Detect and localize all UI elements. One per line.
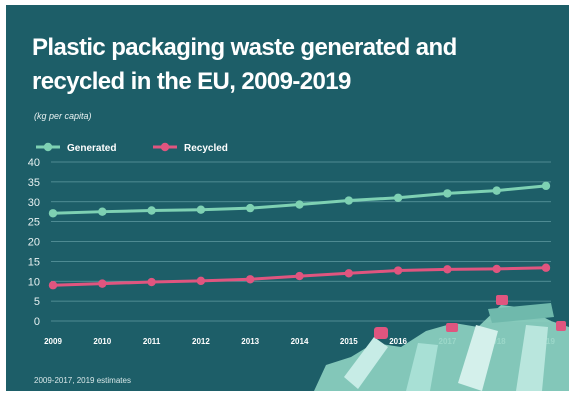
footnote: 2009-2017, 2019 estimates	[34, 376, 131, 385]
data-point	[443, 189, 452, 198]
gridlines	[51, 161, 551, 322]
crushed-plastic-illustration	[314, 305, 569, 391]
x-tick-label: 2010	[93, 337, 111, 346]
y-tick-label: 10	[28, 276, 40, 288]
legend: Generated Recycled	[36, 142, 228, 154]
data-point	[98, 207, 107, 216]
data-point	[196, 276, 206, 286]
y-tick-label: 0	[34, 316, 40, 328]
x-tick-label: 2013	[241, 337, 259, 346]
y-axis-ticks: 0 5 10 15 20 25 30 35 40	[28, 157, 40, 328]
bottle-cap	[446, 323, 458, 332]
bottle-shape	[406, 343, 438, 391]
legend-item-recycled: Recycled	[153, 142, 228, 154]
data-point	[295, 271, 304, 281]
y-tick-label: 15	[28, 256, 40, 268]
data-point	[393, 266, 403, 275]
data-point	[196, 205, 206, 214]
bottle-shape	[344, 337, 388, 389]
data-point	[443, 265, 452, 274]
data-point	[295, 200, 304, 209]
data-point	[344, 269, 353, 278]
bottle-shape	[516, 325, 548, 391]
crate-shape	[488, 303, 554, 323]
chart-title: Plastic packaging waste generated and re…	[32, 34, 457, 95]
data-point	[48, 209, 58, 218]
x-tick-label: 2009	[44, 337, 62, 346]
series-recycled	[48, 263, 551, 290]
y-tick-label: 40	[28, 157, 40, 169]
x-tick-label: 2016	[389, 337, 407, 346]
data-point	[492, 264, 501, 274]
data-point	[246, 203, 255, 213]
data-point	[48, 281, 58, 290]
data-point	[541, 181, 551, 191]
data-point	[344, 196, 353, 205]
bottle-cap	[556, 321, 566, 331]
data-point	[541, 263, 551, 272]
x-tick-label: 2014	[291, 337, 309, 346]
y-tick-label: 35	[28, 177, 40, 189]
x-tick-label: 2015	[340, 337, 358, 346]
y-tick-label: 25	[28, 217, 40, 229]
legend-label: Generated	[67, 143, 116, 154]
y-tick-label: 5	[34, 296, 40, 308]
unit-label: (kg per capita)	[34, 111, 92, 121]
legend-label: Recycled	[184, 143, 228, 154]
legend-marker	[43, 142, 53, 152]
line-chart: 0 5 10 15 20 25 30 35 40 2009 2010 2011 2012 2013 201…	[28, 142, 569, 391]
series-generated	[48, 181, 551, 218]
data-point	[147, 277, 156, 287]
y-tick-label: 20	[28, 237, 40, 249]
y-tick-label: 30	[28, 197, 40, 209]
series	[48, 181, 551, 290]
bottle-cap	[496, 295, 508, 305]
x-tick-label: 2011	[143, 337, 161, 346]
legend-marker	[160, 142, 170, 152]
data-point	[246, 275, 255, 284]
data-point	[98, 279, 107, 288]
data-point	[147, 206, 156, 215]
bottle-shape	[458, 325, 498, 391]
plastic-bottles-illustration	[314, 295, 569, 391]
x-tick-label: 2012	[192, 337, 210, 346]
data-point	[393, 193, 403, 202]
bottle-cap	[374, 327, 388, 339]
series-line	[52, 184, 547, 215]
legend-item-generated: Generated	[36, 142, 116, 154]
infographic-card: Plastic packaging waste generated and re…	[6, 5, 569, 391]
data-point	[492, 186, 501, 195]
